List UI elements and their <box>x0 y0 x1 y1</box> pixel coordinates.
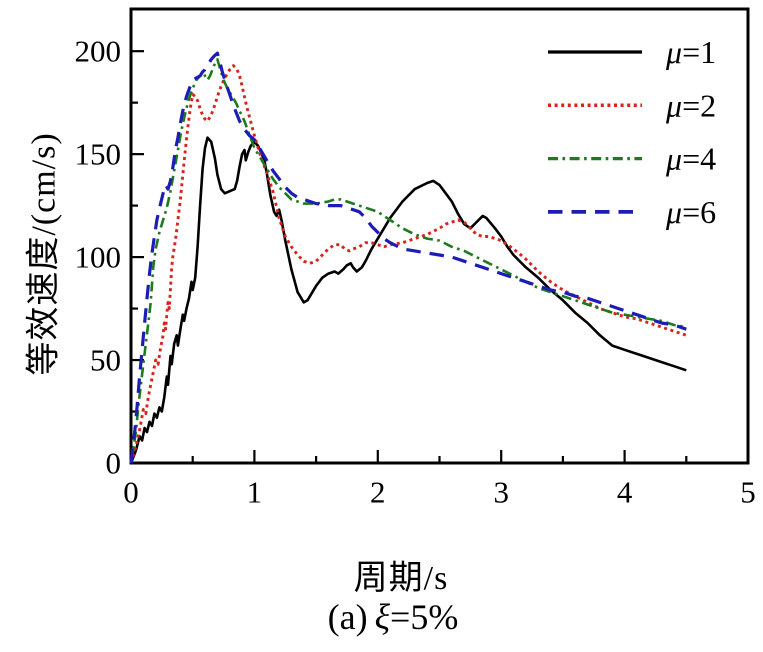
y-tick-label: 100 <box>75 240 122 275</box>
legend-value: =2 <box>682 87 716 123</box>
legend-mu-symbol: μ <box>665 141 682 177</box>
caption-value: =5% <box>390 597 459 637</box>
legend-label-mu-4: μ=4 <box>665 141 716 177</box>
legend-value: =4 <box>682 141 716 177</box>
caption-xi-symbol: ξ <box>374 597 391 637</box>
x-axis-title: 周期/s <box>353 560 449 597</box>
x-tick-label: 1 <box>247 474 263 509</box>
series-line-mu-1 <box>129 136 687 464</box>
legend-mu-symbol: μ <box>665 87 682 123</box>
legend-label-mu-1: μ=1 <box>665 34 716 70</box>
series-group <box>129 51 687 464</box>
series-line-mu-4 <box>129 58 687 464</box>
series-line-mu-6 <box>129 51 687 464</box>
y-tick-label: 150 <box>75 137 122 172</box>
x-tick-label: 3 <box>493 474 509 509</box>
legend-label-mu-6: μ=6 <box>665 194 716 230</box>
y-tick-label: 200 <box>75 34 122 69</box>
legend-value: =1 <box>682 34 716 70</box>
y-tick-label: 50 <box>90 343 121 378</box>
y-tick-label: 0 <box>106 446 122 481</box>
x-tick-label: 0 <box>123 474 139 509</box>
legend-value: =6 <box>682 194 716 230</box>
x-tick-label: 5 <box>740 474 756 509</box>
caption-prefix: (a) <box>327 597 368 637</box>
legend-label-mu-2: μ=2 <box>665 87 716 123</box>
legend-mu-symbol: μ <box>665 34 682 70</box>
x-tick-label: 2 <box>370 474 386 509</box>
axis-ticks-group <box>129 50 750 465</box>
figure-caption: (a) ξ=5% <box>328 596 459 638</box>
legend-group: μ=1μ=2μ=4μ=6 <box>548 34 716 230</box>
series-line-mu-2 <box>129 64 687 464</box>
legend-mu-symbol: μ <box>665 194 682 230</box>
x-tick-label: 4 <box>617 474 633 509</box>
y-axis-title: 等效速度/(cm/s) <box>25 132 63 376</box>
